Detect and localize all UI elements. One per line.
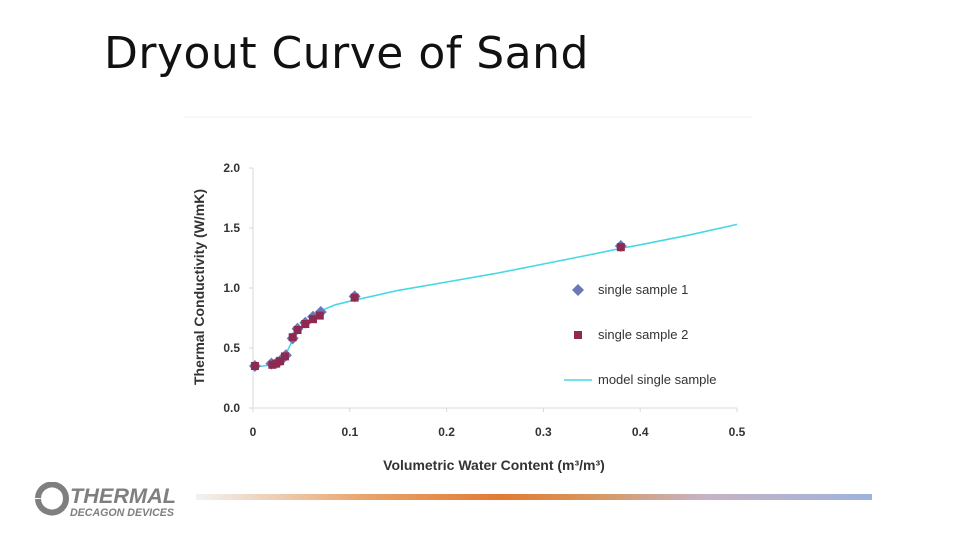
sample2-point xyxy=(280,352,289,361)
y-tick-label: 0.5 xyxy=(223,341,240,355)
x-tick-label: 0.4 xyxy=(632,425,649,439)
logo-graphic: THERMAL DECAGON DEVICES xyxy=(35,481,176,519)
x-tick-label: 0.1 xyxy=(341,425,358,439)
thermal-logo: THERMAL DECAGON DEVICES xyxy=(34,481,180,520)
logo-brand: THERMAL xyxy=(70,485,176,508)
logo-company: DECAGON DEVICES xyxy=(70,507,175,519)
slide-title: Dryout Curve of Sand xyxy=(104,28,589,79)
x-axis-label: Volumetric Water Content (m³/m³) xyxy=(383,457,605,473)
legend-marker-swatch xyxy=(572,284,584,296)
legend-label: model single sample xyxy=(598,372,717,387)
sample2-point xyxy=(293,326,302,334)
legend-label: single sample 2 xyxy=(598,327,688,342)
sample2-point xyxy=(315,311,324,320)
x-tick-label: 0.3 xyxy=(535,425,552,439)
sample2-point xyxy=(288,333,297,342)
y-tick-label: 1.5 xyxy=(223,221,240,235)
chart-legend: single sample 1 single sample 2 model sing… xyxy=(564,282,717,387)
legend-label: single sample 1 xyxy=(598,282,688,297)
sample-markers xyxy=(248,240,627,372)
y-tick-label: 1.0 xyxy=(223,281,240,295)
logo-ring-icon xyxy=(35,481,69,516)
chart-axes: 0 0.1 0.2 0.3 0.4 0.5 0.0 0.5 1.0 1.5 2.0 xyxy=(223,161,745,439)
sample2-point xyxy=(309,315,318,324)
sample2-point xyxy=(350,293,359,302)
sample2-point xyxy=(301,320,310,328)
footer-gradient-bar xyxy=(196,494,872,500)
x-tick-label: 0.2 xyxy=(438,425,455,439)
legend-marker-swatch xyxy=(574,331,582,339)
sample2-point xyxy=(616,243,625,252)
sample2-point xyxy=(276,357,285,366)
y-axis-label: Thermal Conductivity (W/mK) xyxy=(191,189,207,385)
y-tick-label: 2.0 xyxy=(223,161,240,175)
x-tick-label: 0 xyxy=(250,425,257,439)
x-tick-label: 0.5 xyxy=(729,425,746,439)
y-tick-label: 0.0 xyxy=(223,401,240,415)
sample2-point xyxy=(250,362,259,370)
